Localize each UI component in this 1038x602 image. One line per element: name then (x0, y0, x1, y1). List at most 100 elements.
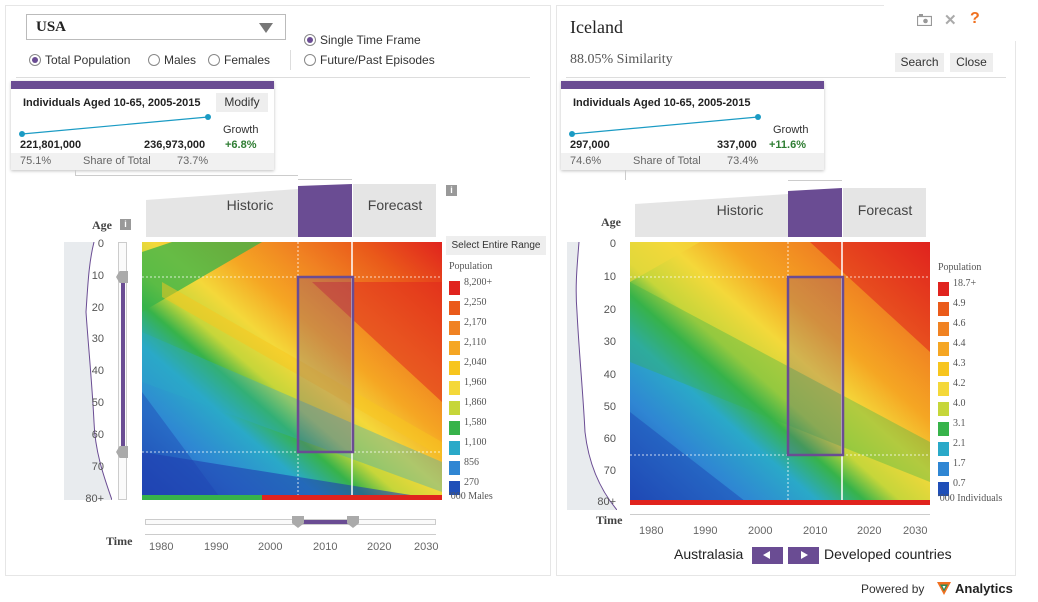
age-tick: 60 (91, 429, 104, 441)
next-region-button[interactable] (788, 547, 819, 564)
summary-card: Individuals Aged 10-65, 2005-2015 Modify… (11, 81, 274, 170)
share-label: Share of Total (83, 155, 151, 167)
legend-title: Population (938, 262, 982, 273)
card-footer (561, 153, 824, 170)
age-tick: 0 (609, 238, 616, 250)
radio-button[interactable] (208, 54, 220, 66)
divider (566, 77, 1006, 78)
age-tick: 10 (603, 271, 616, 283)
time-range-handle-start[interactable] (292, 516, 304, 528)
similarity-label: 88.05% Similarity (570, 52, 673, 67)
connector-line (75, 175, 298, 176)
help-icon[interactable]: ? (970, 10, 980, 27)
arrow-right-icon (801, 551, 808, 559)
radio-button[interactable] (29, 54, 41, 66)
country-select-value: USA (36, 19, 67, 35)
connector-line (298, 179, 352, 180)
age-tick: 30 (91, 333, 104, 345)
tab-historic[interactable]: Historic (226, 197, 274, 213)
prev-region-label[interactable]: Australasia (674, 546, 744, 562)
connector-line (625, 170, 626, 180)
prev-region-button[interactable] (752, 547, 783, 564)
time-axis-title: Time (596, 513, 623, 527)
historic-forecast-timeline (635, 188, 926, 237)
population-heatmap[interactable] (630, 242, 930, 505)
divider (290, 50, 291, 70)
age-range-handle-top[interactable] (116, 271, 128, 283)
divider (16, 77, 530, 78)
year-tick: 2010 (313, 541, 338, 553)
population-heatmap[interactable] (142, 242, 442, 500)
radio-total-population[interactable]: Total Population (29, 53, 130, 67)
tab-historic[interactable]: Historic (716, 202, 764, 218)
modify-button[interactable]: Modify (216, 93, 268, 112)
radio-label: Males (164, 53, 197, 67)
legend-label: 2,170 (464, 317, 487, 328)
legend-label: 4.6 (953, 318, 966, 329)
legend-label: 2,110 (464, 337, 487, 348)
age-tick: 20 (603, 304, 616, 316)
time-range-slider[interactable] (145, 519, 436, 525)
radio-females[interactable]: Females (208, 53, 270, 67)
share-end: 73.7% (177, 155, 209, 167)
radio-button[interactable] (304, 34, 316, 46)
radio-label: Females (224, 53, 271, 67)
age-axis-title: Age (601, 215, 621, 229)
growth-value: +11.6% (769, 139, 807, 151)
share-start: 75.1% (20, 155, 52, 167)
age-range-handle-bottom[interactable] (116, 446, 128, 458)
radio-button[interactable] (148, 54, 160, 66)
growth-sparkline (19, 114, 211, 137)
legend-swatch (938, 462, 949, 476)
country-select[interactable]: USA (26, 14, 286, 40)
legend-swatch (449, 281, 460, 295)
radio-button[interactable] (304, 54, 316, 66)
connector-line (75, 170, 76, 176)
brand-logo-icon (936, 580, 952, 599)
radio-future-past-episodes[interactable]: Future/Past Episodes (304, 53, 435, 67)
age-tick: 80+ (597, 496, 616, 508)
info-icon[interactable]: i (120, 219, 131, 230)
legend-swatch (449, 421, 460, 435)
close-button[interactable]: Close (950, 53, 993, 72)
card-accent-bar (11, 81, 274, 89)
time-range-fill (298, 520, 353, 524)
legend-label: 4.0 (953, 398, 966, 409)
search-button[interactable]: Search (895, 53, 944, 72)
radio-single-time-frame[interactable]: Single Time Frame (304, 33, 421, 47)
age-tick: 80+ (85, 493, 104, 505)
legend-swatch (449, 341, 460, 355)
powered-by-label: Powered by (861, 582, 925, 596)
legend-swatch (938, 302, 949, 316)
arrow-left-icon (763, 551, 770, 559)
growth-sparkline (569, 114, 761, 137)
camera-icon[interactable] (916, 14, 933, 27)
year-tick: 2000 (258, 541, 283, 553)
share-label: Share of Total (633, 155, 701, 167)
year-tick: 2030 (414, 541, 439, 553)
select-entire-range-button[interactable]: Select Entire Range (446, 236, 546, 255)
end-value: 236,973,000 (144, 139, 206, 151)
radio-label: Future/Past Episodes (320, 53, 435, 67)
age-tick: 30 (603, 336, 616, 348)
age-range-fill (121, 277, 125, 452)
legend-label: 4.9 (953, 298, 966, 309)
legend-label: 1,860 (464, 397, 487, 408)
next-region-label[interactable]: Developed countries (824, 546, 952, 562)
chevron-down-icon (259, 23, 273, 33)
tab-forecast[interactable]: Forecast (857, 202, 913, 218)
tab-forecast[interactable]: Forecast (367, 197, 423, 213)
close-icon[interactable]: ✕ (944, 12, 957, 29)
legend-unit: '000 Individuals (938, 493, 1003, 504)
info-icon[interactable]: i (446, 185, 457, 196)
legend-label: 2,250 (464, 297, 487, 308)
time-range-handle-end[interactable] (347, 516, 359, 528)
time-axis-line (145, 534, 436, 535)
legend-swatch (938, 282, 949, 296)
legend-label: 4.4 (953, 338, 966, 349)
growth-value: +6.8% (225, 139, 257, 151)
year-tick: 1990 (204, 541, 229, 553)
card-footer (11, 153, 274, 170)
radio-males[interactable]: Males (148, 53, 196, 67)
legend-label: 4.2 (953, 378, 966, 389)
